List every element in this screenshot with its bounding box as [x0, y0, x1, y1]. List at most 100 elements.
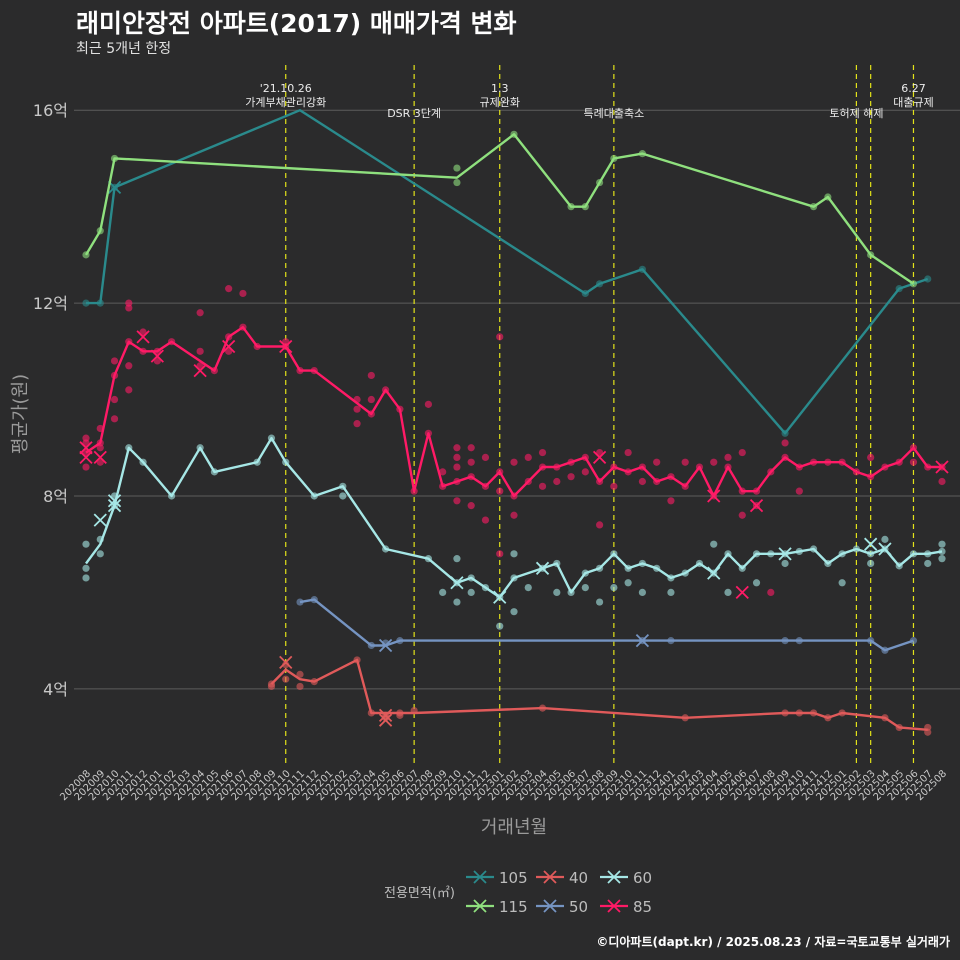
data-point	[667, 588, 675, 597]
data-point	[225, 285, 233, 293]
chart-title: 래미안장전 아파트(2017) 매매가격 변화	[76, 9, 517, 38]
series-115	[82, 130, 918, 288]
y-tick-label: 16억	[33, 101, 68, 120]
cross-marker	[735, 585, 749, 600]
data-point	[282, 675, 290, 683]
data-point	[738, 448, 746, 457]
series-line	[299, 598, 914, 652]
event-label: 가계부채관리강화	[245, 96, 326, 109]
data-point	[82, 574, 90, 582]
data-point	[624, 448, 632, 457]
cross-marker	[935, 460, 949, 474]
cross-marker	[707, 489, 721, 503]
legend-label: 60	[633, 869, 652, 887]
data-point	[467, 458, 475, 466]
cross-marker	[493, 590, 507, 604]
data-point	[510, 458, 518, 466]
data-point	[467, 588, 475, 597]
data-point	[538, 482, 547, 490]
data-point	[453, 164, 461, 172]
data-point	[496, 333, 504, 341]
data-point	[496, 550, 504, 558]
data-point	[125, 299, 133, 307]
data-point	[524, 453, 532, 461]
event-label: 6.27	[901, 82, 926, 95]
data-point	[110, 415, 119, 423]
data-point	[496, 487, 504, 495]
cross-marker	[79, 450, 93, 465]
data-point	[881, 535, 889, 543]
legend-label: 85	[633, 898, 652, 916]
data-point	[453, 463, 461, 471]
data-point	[439, 468, 447, 476]
data-point	[767, 588, 775, 597]
data-point	[938, 477, 946, 486]
event-label: 규제완화	[479, 96, 519, 109]
data-point	[467, 502, 475, 510]
legend-swatch-cross	[473, 870, 487, 884]
data-point	[938, 540, 946, 548]
data-point	[453, 178, 461, 187]
cross-marker	[279, 655, 293, 669]
data-point	[296, 670, 304, 678]
data-point	[581, 468, 589, 476]
event-label: 대출규제	[893, 96, 933, 109]
cross-marker	[535, 561, 550, 575]
cross-marker	[592, 450, 607, 465]
cross-marker	[222, 339, 236, 354]
data-point	[125, 362, 133, 370]
cross-marker	[93, 450, 107, 465]
data-point	[838, 579, 846, 587]
legend-swatch-cross	[543, 899, 557, 913]
chart-subtitle: 최근 5개년 한정	[76, 41, 172, 57]
data-point	[510, 608, 518, 616]
data-point	[267, 682, 276, 691]
data-point	[424, 400, 432, 408]
cross-marker	[749, 498, 764, 513]
data-point	[439, 588, 447, 597]
data-point	[596, 598, 604, 606]
data-point	[82, 463, 90, 471]
series-line	[85, 436, 943, 599]
data-point	[496, 622, 504, 630]
legend: 전용면적(㎡) 105 115 40 50 60 85	[384, 869, 652, 916]
cross-marker	[864, 537, 878, 551]
data-point	[467, 444, 475, 452]
legend-item-85: 85	[600, 898, 652, 916]
legend-item-50: 50	[536, 898, 588, 916]
legend-swatch-cross	[607, 870, 621, 884]
series-85	[79, 285, 949, 600]
data-point	[453, 598, 461, 606]
data-point	[553, 588, 561, 597]
legend-label: 40	[569, 869, 588, 887]
y-tick-label: 12억	[33, 294, 68, 313]
data-point	[125, 386, 133, 394]
data-point	[453, 497, 461, 505]
data-point	[196, 347, 204, 355]
data-point	[481, 516, 490, 524]
data-point	[110, 395, 119, 404]
legend-label: 115	[499, 898, 528, 916]
y-axis-title: 평균가(원)	[10, 374, 31, 454]
data-point	[553, 477, 561, 486]
data-point	[610, 482, 618, 490]
cross-marker	[107, 494, 122, 508]
data-point	[624, 579, 632, 587]
x-axis: 2020082020092020102020112020122021012021…	[58, 768, 949, 803]
legend-title: 전용면적(㎡)	[384, 886, 455, 901]
data-point	[353, 405, 361, 413]
data-point	[453, 453, 461, 461]
data-point	[724, 453, 732, 461]
cross-marker	[107, 498, 122, 513]
data-point	[510, 511, 518, 519]
cross-marker	[450, 576, 464, 590]
data-point	[710, 458, 718, 466]
event-label: 토허제 해제	[829, 106, 883, 120]
series-line	[86, 108, 929, 435]
legend-swatch-cross	[543, 870, 557, 884]
cross-marker	[878, 542, 892, 556]
data-point	[681, 458, 689, 466]
legend-item-115: 115	[466, 898, 528, 916]
data-point	[510, 550, 518, 558]
data-point	[738, 511, 746, 519]
